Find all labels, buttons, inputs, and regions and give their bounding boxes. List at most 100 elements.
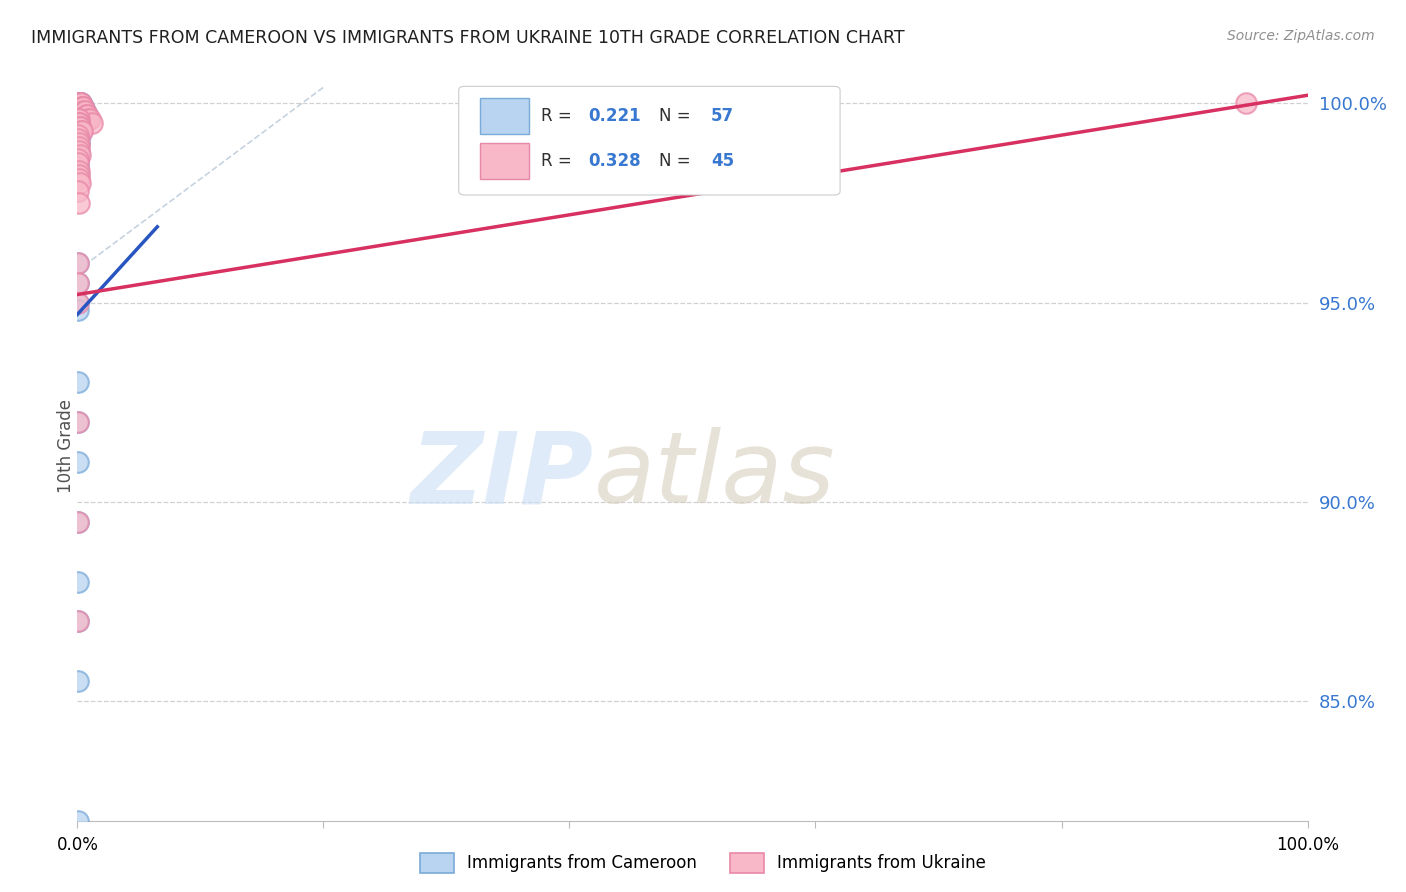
Point <box>69 96 91 111</box>
Point <box>70 124 93 138</box>
Point <box>67 112 90 127</box>
Text: 57: 57 <box>711 106 734 125</box>
Point <box>70 100 93 114</box>
Text: 0.328: 0.328 <box>588 152 641 169</box>
Point <box>66 255 89 269</box>
Point <box>70 100 93 114</box>
Point <box>67 124 90 138</box>
Point <box>66 515 89 529</box>
Point <box>67 96 90 111</box>
Point <box>1234 96 1257 111</box>
Point <box>70 96 93 111</box>
Text: Source: ZipAtlas.com: Source: ZipAtlas.com <box>1227 29 1375 43</box>
Point <box>69 120 91 135</box>
Point <box>67 276 90 290</box>
Point <box>67 96 90 111</box>
Text: atlas: atlas <box>595 427 835 524</box>
Point <box>69 96 91 111</box>
Point <box>69 176 91 190</box>
Point <box>67 136 90 150</box>
Point <box>67 128 90 142</box>
Point <box>66 674 89 689</box>
Y-axis label: 10th Grade: 10th Grade <box>58 399 75 493</box>
Point <box>67 136 90 150</box>
Point <box>67 156 90 170</box>
Point <box>73 104 96 119</box>
Point <box>76 108 98 122</box>
Point <box>66 276 89 290</box>
Point <box>67 116 90 130</box>
Point <box>66 120 89 135</box>
Point <box>70 96 93 111</box>
Point <box>72 100 94 114</box>
Point <box>70 116 93 130</box>
Point <box>67 96 90 111</box>
Point <box>66 615 89 629</box>
Point <box>79 112 101 127</box>
Point <box>75 108 97 122</box>
Point <box>69 96 91 111</box>
Point <box>69 112 91 127</box>
Point <box>69 112 91 127</box>
Point <box>67 96 90 111</box>
Point <box>66 814 89 828</box>
Point <box>76 108 98 122</box>
Point <box>66 156 89 170</box>
Point <box>66 574 89 589</box>
Point <box>67 140 90 154</box>
Point <box>67 615 90 629</box>
Point <box>66 108 89 122</box>
Point <box>69 96 91 111</box>
Point <box>67 184 90 198</box>
Point <box>72 100 94 114</box>
Point <box>70 100 93 114</box>
Point <box>69 120 91 135</box>
Point <box>66 415 89 429</box>
Point <box>69 96 91 111</box>
Text: N =: N = <box>659 106 696 125</box>
Point <box>67 120 90 135</box>
Point <box>75 108 97 122</box>
FancyBboxPatch shape <box>458 87 841 195</box>
Point <box>67 124 90 138</box>
Text: IMMIGRANTS FROM CAMEROON VS IMMIGRANTS FROM UKRAINE 10TH GRADE CORRELATION CHART: IMMIGRANTS FROM CAMEROON VS IMMIGRANTS F… <box>31 29 904 46</box>
Point <box>67 160 90 174</box>
Point <box>66 152 89 166</box>
Point <box>69 96 91 111</box>
Point <box>67 96 90 111</box>
Point <box>66 455 89 469</box>
Point <box>66 140 89 154</box>
Text: ZIP: ZIP <box>411 427 595 524</box>
Point <box>67 132 90 146</box>
Point <box>67 112 90 127</box>
Point <box>67 144 90 158</box>
Point <box>67 195 90 210</box>
Point <box>72 100 94 114</box>
Bar <box>479 143 529 178</box>
Point <box>77 112 100 127</box>
Point <box>69 148 91 162</box>
Point <box>66 303 89 318</box>
Point <box>66 376 89 390</box>
Point <box>67 144 90 158</box>
Point <box>70 124 93 138</box>
Point <box>66 164 89 178</box>
Point <box>67 112 90 127</box>
Bar <box>479 97 529 134</box>
Point <box>72 104 94 119</box>
Point <box>66 148 89 162</box>
Point <box>67 132 90 146</box>
Point <box>66 415 89 429</box>
Point <box>67 172 90 186</box>
Point <box>73 104 96 119</box>
Legend: Immigrants from Cameroon, Immigrants from Ukraine: Immigrants from Cameroon, Immigrants fro… <box>413 847 993 880</box>
Point <box>73 104 96 119</box>
Point <box>70 116 93 130</box>
Point <box>75 108 97 122</box>
Point <box>66 515 89 529</box>
Point <box>67 168 90 182</box>
Text: N =: N = <box>659 152 696 169</box>
Point <box>67 96 90 111</box>
Point <box>66 128 89 142</box>
Point <box>72 100 94 114</box>
